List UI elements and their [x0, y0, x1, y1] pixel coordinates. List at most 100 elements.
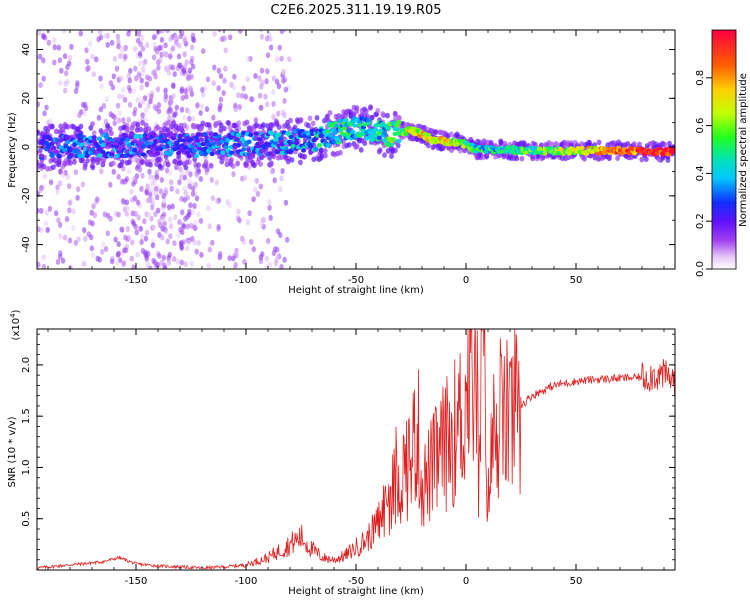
heatmap-cell [377, 147, 383, 153]
heatmap-cell [199, 137, 205, 142]
heatmap-cell [108, 80, 114, 87]
heatmap-cell [366, 118, 372, 123]
heatmap-cell [101, 241, 106, 248]
heatmap-cell [251, 196, 256, 203]
heatmap-cell [596, 156, 601, 162]
heatmap-cell [275, 56, 280, 63]
heatmap-cell [354, 143, 360, 149]
heatmap-cell [200, 141, 206, 147]
heatmap-cell [91, 130, 97, 136]
heatmap-cell [275, 246, 280, 253]
heatmap-cell [37, 261, 41, 268]
heatmap-cell [67, 237, 73, 244]
heatmap-cell [65, 124, 71, 130]
heatmap-cell [241, 147, 247, 152]
heatmap-cell [138, 41, 143, 48]
heatmap-cell [58, 221, 63, 228]
heatmap-cell [276, 132, 282, 137]
heatmap-cell [115, 102, 121, 109]
heatmap-cell [54, 128, 59, 135]
heatmap-cell [153, 68, 158, 75]
heatmap-cell [248, 132, 254, 138]
heatmap-cell [44, 209, 50, 216]
heatmap-cell [147, 211, 152, 218]
heatmap-cell [120, 87, 126, 93]
heatmap-cell [233, 106, 238, 113]
x-tick-label: -50 [348, 275, 364, 286]
heatmap-cell [140, 144, 147, 149]
heatmap-cell [225, 137, 231, 143]
heatmap-cell [155, 151, 161, 156]
heatmap-cell [165, 23, 169, 29]
heatmap-cell [82, 165, 88, 171]
heatmap-cell [249, 238, 254, 245]
heatmap-cell [276, 110, 281, 117]
heatmap-cell [368, 105, 373, 111]
heatmap-cell [163, 154, 169, 160]
snr-scale-exponent: 4 [9, 313, 17, 318]
heatmap-cell [80, 181, 86, 188]
heatmap-cell [363, 108, 369, 114]
spectrogram-y-ticks: -40 -20 0 20 40 [21, 43, 675, 270]
heatmap-cell [144, 229, 150, 236]
heatmap-cell [170, 203, 175, 210]
heatmap-cell [152, 190, 158, 197]
heatmap-cell [182, 185, 187, 192]
heatmap-cell [163, 228, 169, 235]
heatmap-cell [65, 139, 71, 145]
heatmap-cell [223, 144, 229, 149]
heatmap-cell [196, 162, 202, 168]
heatmap-cell [156, 102, 162, 109]
heatmap-cell [174, 40, 179, 47]
heatmap-cell [119, 46, 125, 53]
heatmap-cell [157, 252, 162, 259]
heatmap-cell [168, 64, 173, 71]
heatmap-cell [190, 209, 195, 216]
heatmap-cell [179, 127, 184, 133]
heatmap-cell [183, 145, 189, 150]
heatmap-cell [186, 74, 191, 81]
heatmap-cell [582, 156, 587, 162]
heatmap-cell [121, 261, 126, 267]
heatmap-cell [281, 77, 286, 84]
y-tick-label: -20 [21, 188, 32, 204]
heatmap-cell [225, 199, 230, 205]
heatmap-cell [516, 141, 522, 148]
heatmap-cell [184, 150, 191, 155]
heatmap-cell [133, 75, 139, 82]
heatmap-cell [188, 202, 193, 209]
heatmap-cell [253, 117, 259, 124]
colorbar-ticks: 0.0 0.2 0.4 0.6 0.8 [695, 70, 712, 277]
heatmap-cell [133, 133, 139, 139]
heatmap-cell [196, 240, 201, 246]
heatmap-cell [39, 207, 44, 214]
heatmap-cell [132, 195, 138, 202]
heatmap-cell [161, 193, 166, 200]
heatmap-cell [218, 102, 223, 109]
heatmap-cell [214, 179, 219, 186]
heatmap-cell [385, 112, 390, 119]
heatmap-cell [208, 162, 214, 169]
heatmap-cell [244, 119, 250, 126]
spectrogram-x-ticks: -150 -100 -50 0 50 [47, 30, 665, 286]
heatmap-cell [290, 144, 296, 149]
heatmap-cell [227, 255, 232, 262]
heatmap-cell [281, 68, 286, 75]
heatmap-cell [192, 239, 197, 246]
heatmap-cell [96, 153, 103, 158]
heatmap-cell [380, 111, 386, 117]
heatmap-cell [121, 117, 126, 124]
heatmap-cell [257, 75, 262, 82]
heatmap-cell [205, 76, 211, 83]
heatmap-cell [194, 195, 200, 202]
heatmap-cell [144, 81, 150, 88]
heatmap-cell [625, 141, 631, 147]
heatmap-cell [125, 205, 130, 212]
heatmap-cell [195, 102, 200, 109]
heatmap-cell [276, 83, 282, 90]
heatmap-cell [187, 109, 192, 115]
heatmap-cell [117, 93, 122, 100]
heatmap-cell [171, 93, 176, 100]
spectrogram-panel: -150 -100 -50 0 50 -40 -20 0 20 40 Height of str… [7, 23, 676, 296]
heatmap-cell [169, 98, 174, 105]
